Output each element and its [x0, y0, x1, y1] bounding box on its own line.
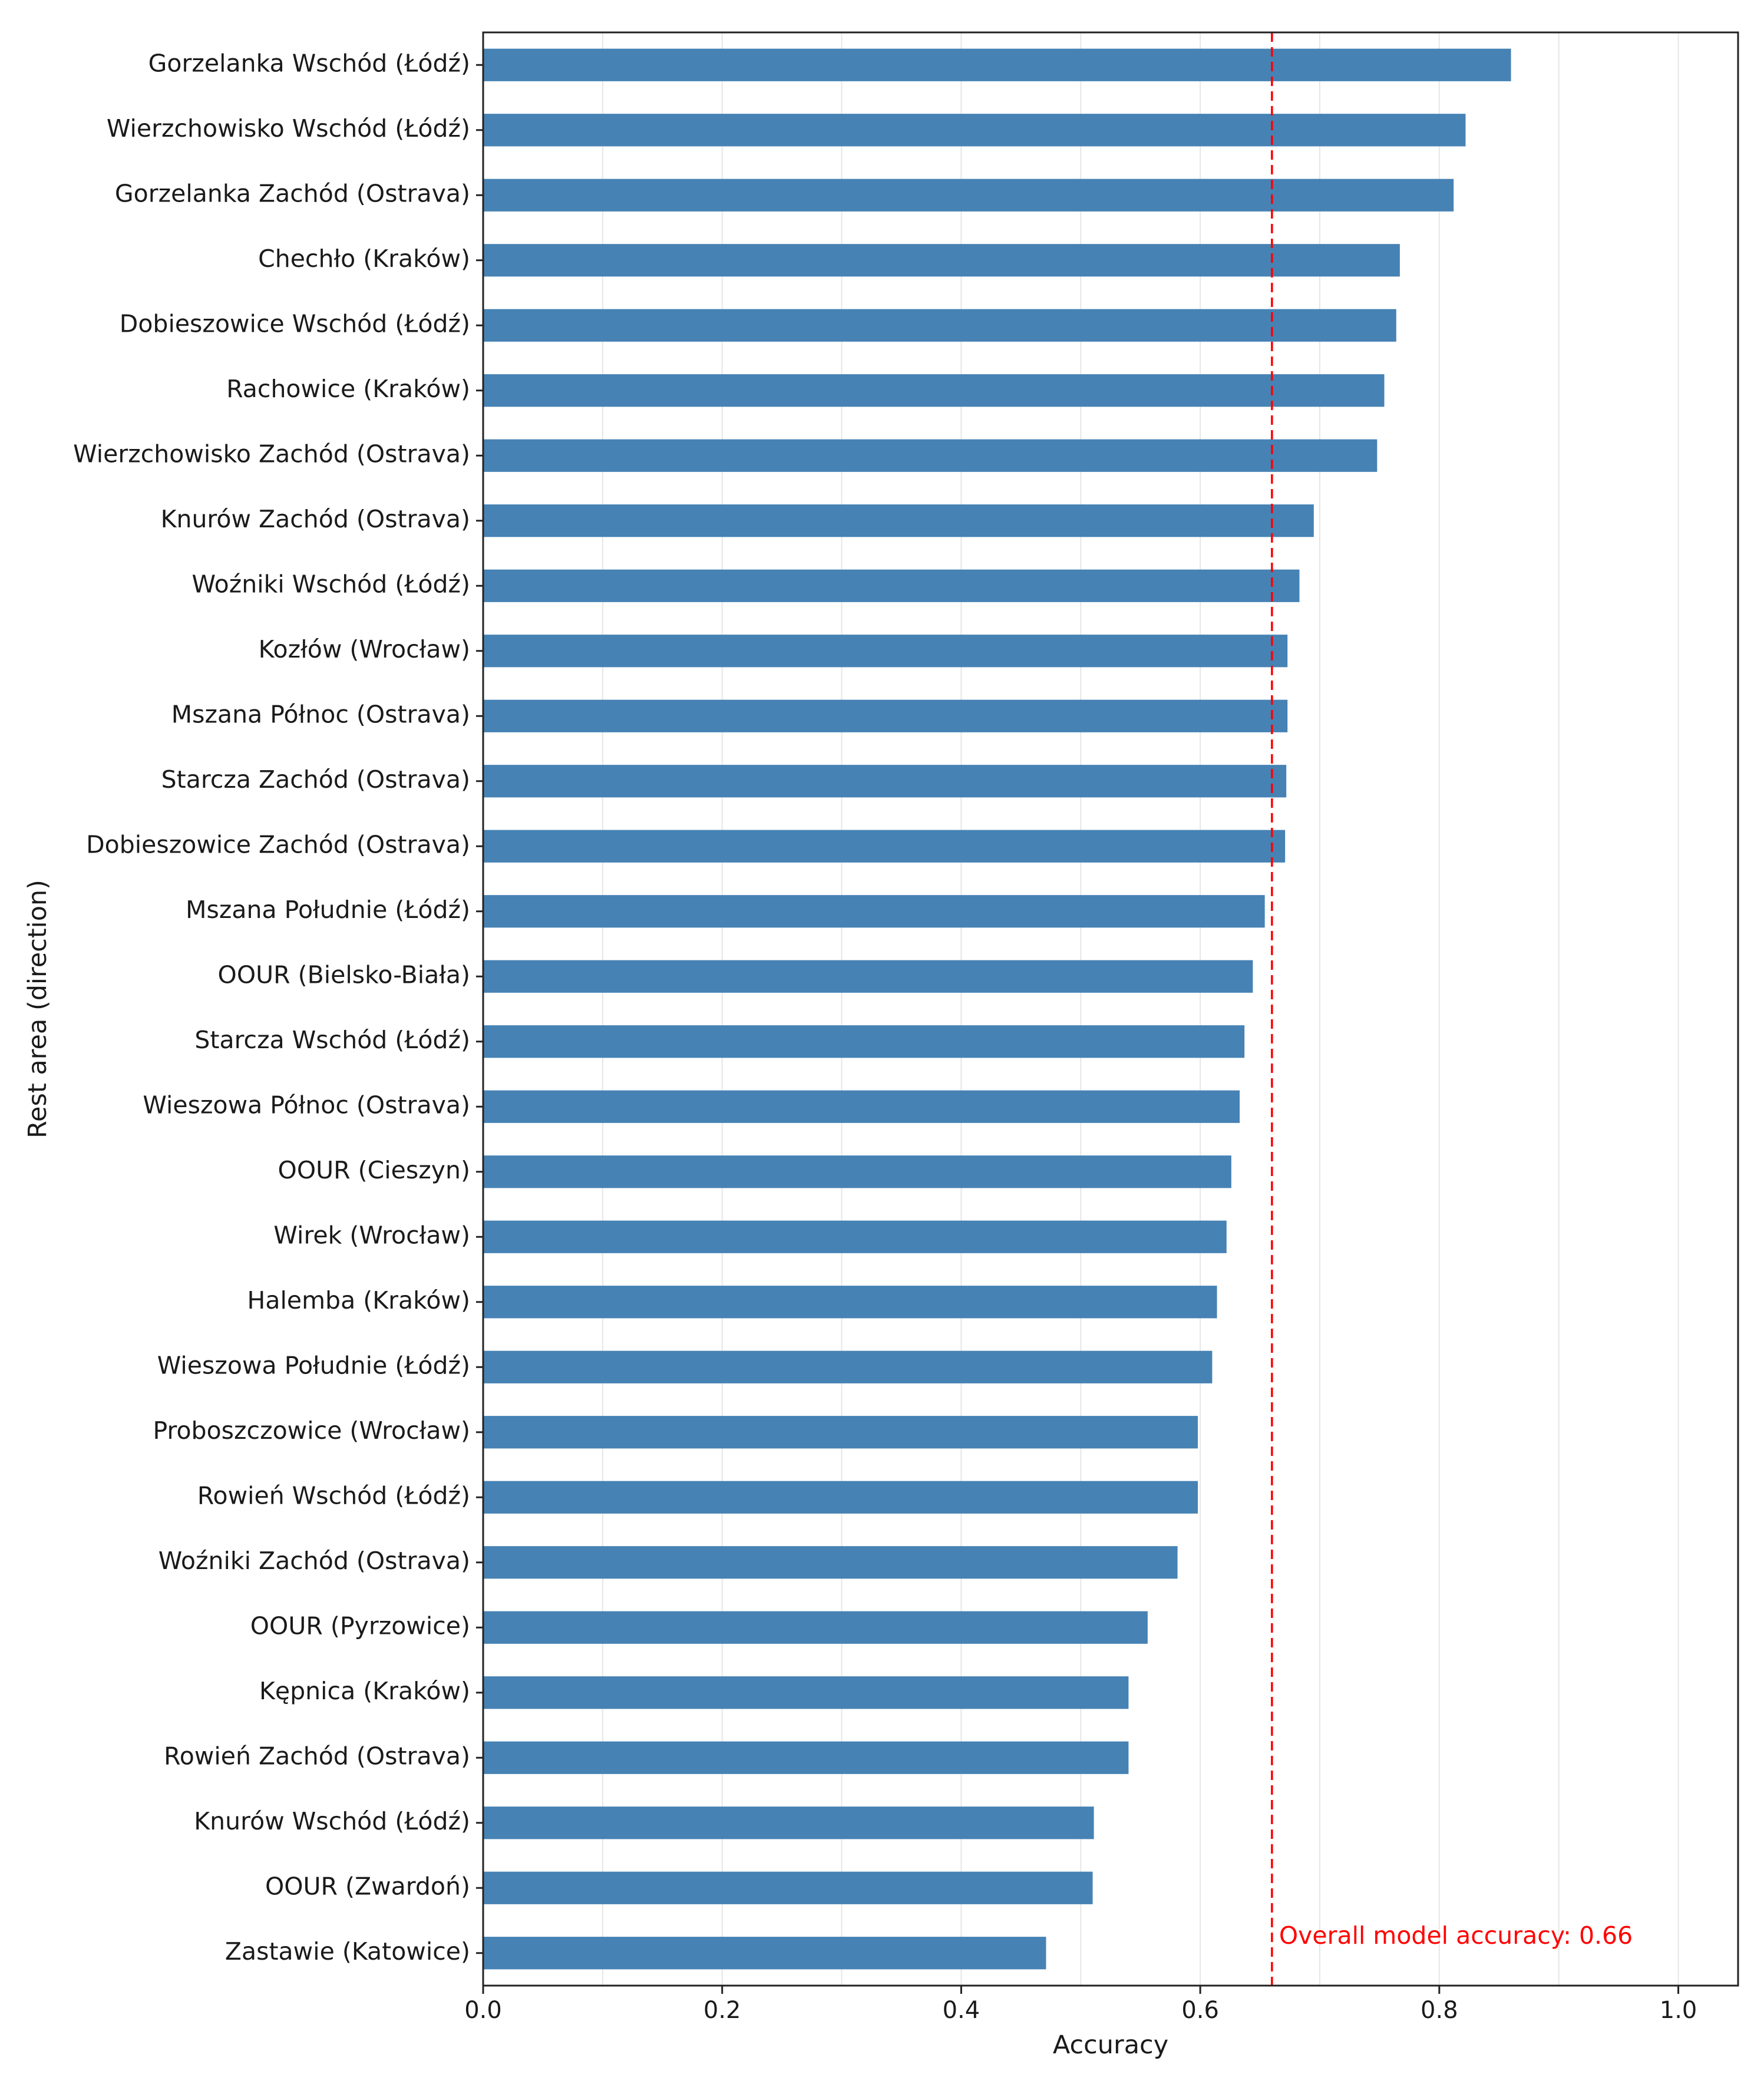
bar: [483, 1937, 1046, 1970]
bar: [483, 244, 1400, 277]
bars: [483, 48, 1511, 1970]
category-label: Kozłów (Wrocław): [259, 635, 470, 663]
x-tick-label: 0.6: [1181, 1997, 1219, 2024]
bar: [483, 1806, 1094, 1839]
bar: [483, 309, 1396, 342]
category-label: Gorzelanka Zachód (Ostrava): [115, 179, 470, 207]
category-label: Wieszowa Północ (Ostrava): [143, 1091, 470, 1119]
bar: [483, 1155, 1231, 1188]
x-tick-label: 0.2: [703, 1997, 741, 2024]
bar: [483, 179, 1454, 212]
bar: [483, 1090, 1240, 1123]
bar: [483, 1481, 1198, 1514]
category-label: Halemba (Kraków): [247, 1286, 470, 1315]
category-label: Proboszczowice (Wrocław): [153, 1416, 471, 1445]
x-tick-label: 0.0: [464, 1997, 502, 2024]
bar: [483, 895, 1265, 928]
bar: [483, 114, 1466, 147]
bar: [483, 1350, 1213, 1383]
category-label: Woźniki Wschód (Łódź): [191, 570, 470, 598]
bar: [483, 1546, 1178, 1579]
bar: [483, 1741, 1129, 1774]
bar: [483, 569, 1300, 602]
grid-lines: [602, 32, 1679, 1986]
category-labels: Gorzelanka Wschód (Łódź) Wierzchowisko Ws…: [73, 49, 470, 1966]
category-label: Knurów Wschód (Łódź): [194, 1807, 470, 1835]
bar: [483, 1286, 1217, 1319]
category-label: Wieszowa Południe (Łódź): [157, 1351, 470, 1379]
x-axis-label: Accuracy: [1053, 2030, 1168, 2060]
category-label: OOUR (Zwardoń): [265, 1872, 470, 1900]
category-label: Mszana Północ (Ostrava): [171, 700, 470, 728]
category-label: Starcza Wschód (Łódź): [194, 1026, 470, 1054]
category-label: Dobieszowice Wschód (Łódź): [120, 309, 470, 338]
category-label: Starcza Zachód (Ostrava): [161, 765, 470, 794]
category-label: Rowień Wschód (Łódź): [197, 1481, 470, 1510]
category-label: Chechło (Kraków): [258, 245, 470, 273]
bar: [483, 504, 1314, 537]
bar: [483, 960, 1253, 993]
bar: [483, 1871, 1093, 1904]
bar: [483, 699, 1288, 732]
category-label: Knurów Zachód (Ostrava): [161, 505, 470, 533]
axis-ticks: 0.0 0.2 0.4 0.6 0.8 1.0: [464, 64, 1697, 2024]
bar: [483, 1676, 1129, 1709]
category-label: Mszana Południe (Łódź): [186, 896, 470, 924]
bar: [483, 1220, 1227, 1253]
bar: [483, 830, 1286, 863]
bar: [483, 48, 1511, 81]
category-label: Wierzchowisko Zachód (Ostrava): [73, 440, 470, 468]
bar: [483, 1611, 1148, 1644]
category-label: OOUR (Pyrzowice): [250, 1611, 470, 1640]
category-label: Wierzchowisko Wschód (Łódź): [107, 114, 470, 143]
bar: [483, 374, 1385, 407]
x-tick-label: 1.0: [1660, 1997, 1697, 2024]
category-label: Zastawie (Katowice): [225, 1937, 470, 1966]
reference-line-annotation: Overall model accuracy: 0.66: [1279, 1921, 1633, 1950]
category-label: OOUR (Bielsko-Biała): [218, 960, 470, 989]
bar: [483, 1025, 1245, 1058]
category-label: OOUR (Cieszyn): [278, 1156, 470, 1184]
bar: [483, 1416, 1198, 1449]
category-label: Woźniki Zachód (Ostrava): [158, 1547, 470, 1575]
x-tick-label: 0.8: [1421, 1997, 1458, 2024]
bar: [483, 439, 1377, 472]
y-axis-label: Rest area (direction): [23, 880, 52, 1138]
category-label: Wirek (Wrocław): [273, 1221, 470, 1249]
x-tick-label: 0.4: [943, 1997, 980, 2024]
category-label: Gorzelanka Wschód (Łódź): [148, 49, 470, 77]
category-label: Kępnica (Kraków): [259, 1677, 470, 1705]
category-label: Rowień Zachód (Ostrava): [164, 1742, 470, 1770]
category-label: Rachowice (Kraków): [226, 375, 470, 403]
bar: [483, 635, 1288, 668]
bar: [483, 765, 1287, 798]
category-label: Dobieszowice Zachód (Ostrava): [86, 830, 470, 858]
plot-frame: [482, 31, 1739, 1987]
